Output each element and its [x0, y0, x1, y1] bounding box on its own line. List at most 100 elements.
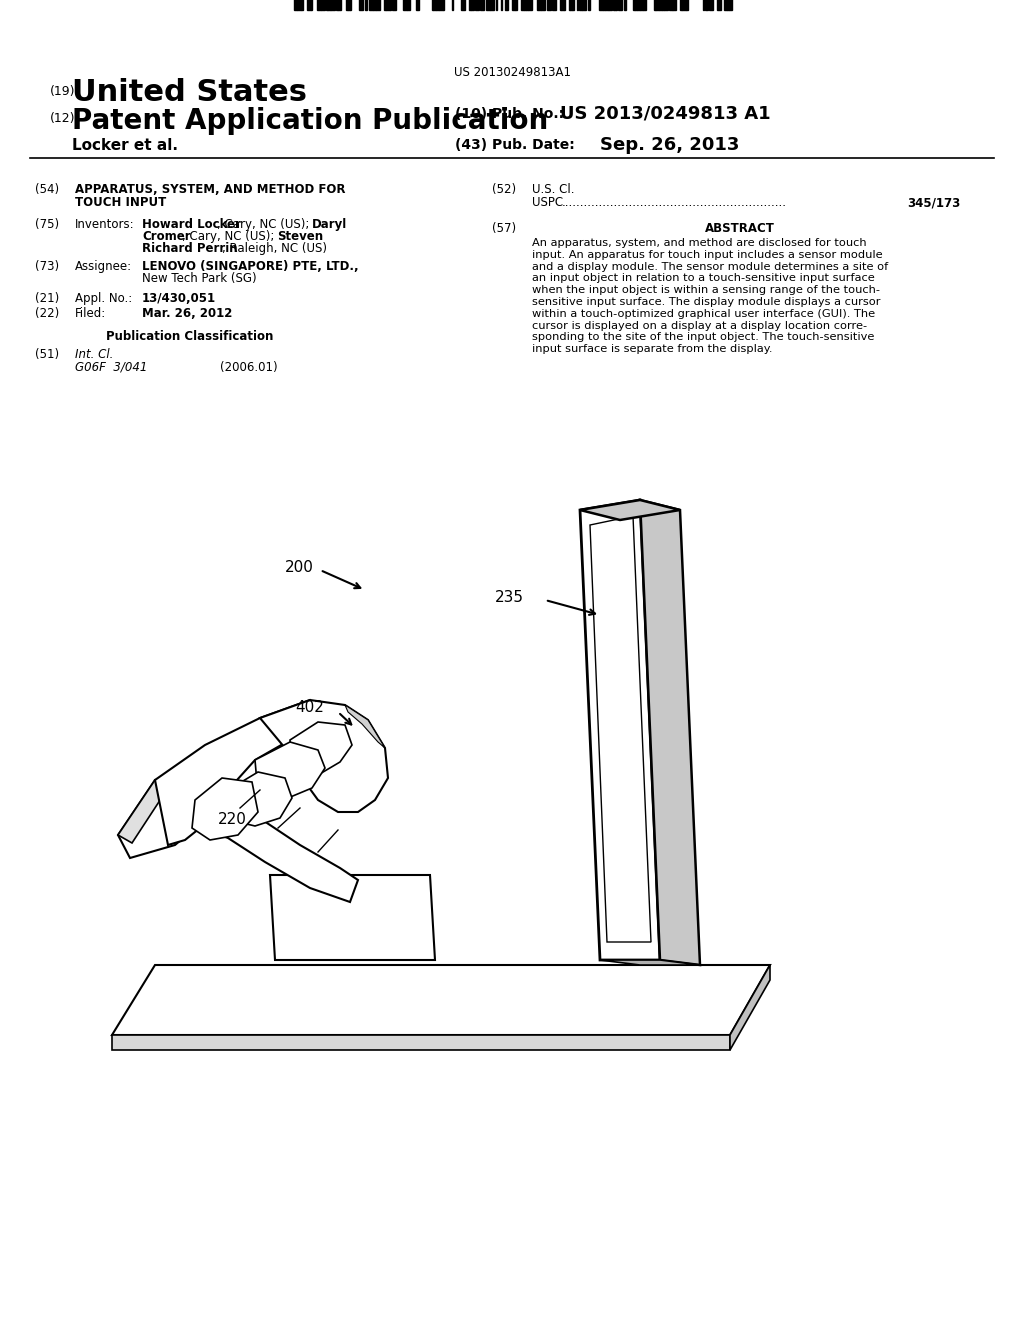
- Bar: [321, 0, 325, 11]
- Bar: [384, 0, 386, 11]
- Text: An apparatus, system, and method are disclosed for touch: An apparatus, system, and method are dis…: [532, 238, 866, 248]
- Text: Filed:: Filed:: [75, 308, 106, 319]
- Text: US 2013/0249813 A1: US 2013/0249813 A1: [560, 106, 771, 123]
- Text: (21): (21): [35, 292, 59, 305]
- Bar: [512, 0, 515, 11]
- Bar: [552, 0, 556, 11]
- Polygon shape: [260, 700, 388, 812]
- Bar: [724, 0, 727, 11]
- Bar: [365, 0, 367, 11]
- Bar: [346, 0, 348, 11]
- Text: within a touch-optimized graphical user interface (GUI). The: within a touch-optimized graphical user …: [532, 309, 876, 319]
- Text: Patent Application Publication: Patent Application Publication: [72, 107, 548, 135]
- Bar: [436, 0, 439, 11]
- Text: Cromer: Cromer: [142, 230, 190, 243]
- Text: , Cary, NC (US);: , Cary, NC (US);: [217, 218, 309, 231]
- Bar: [717, 0, 721, 11]
- Text: (10) Pub. No.:: (10) Pub. No.:: [455, 107, 564, 121]
- Bar: [561, 0, 564, 11]
- Text: input. An apparatus for touch input includes a sensor module: input. An apparatus for touch input incl…: [532, 249, 883, 260]
- Bar: [433, 0, 436, 11]
- Bar: [369, 0, 373, 11]
- Text: USPC: USPC: [532, 195, 563, 209]
- Bar: [331, 0, 335, 11]
- Bar: [294, 0, 297, 11]
- Text: and a display module. The sensor module determines a site of: and a display module. The sensor module …: [532, 261, 888, 272]
- Bar: [469, 0, 471, 11]
- Bar: [328, 0, 330, 11]
- Text: ............................................................: ........................................…: [562, 195, 787, 209]
- Polygon shape: [730, 965, 770, 1049]
- Text: 220: 220: [218, 812, 247, 828]
- Bar: [541, 0, 545, 11]
- Text: Steven: Steven: [278, 230, 324, 243]
- Text: Sep. 26, 2013: Sep. 26, 2013: [600, 136, 739, 154]
- Polygon shape: [155, 700, 358, 902]
- Bar: [673, 0, 676, 11]
- Polygon shape: [118, 780, 168, 843]
- Text: Daryl: Daryl: [312, 218, 347, 231]
- Bar: [659, 0, 662, 11]
- Text: sponding to the site of the input object. The touch-sensitive: sponding to the site of the input object…: [532, 333, 874, 342]
- Bar: [336, 0, 338, 11]
- Bar: [521, 0, 524, 11]
- Bar: [490, 0, 494, 11]
- Bar: [505, 0, 508, 11]
- Text: (19): (19): [50, 84, 76, 98]
- Text: (43) Pub. Date:: (43) Pub. Date:: [455, 139, 574, 152]
- Bar: [301, 0, 303, 11]
- Text: (12): (12): [50, 112, 76, 125]
- Bar: [637, 0, 640, 11]
- Bar: [686, 0, 688, 11]
- Bar: [633, 0, 635, 11]
- Polygon shape: [600, 960, 700, 965]
- Bar: [662, 0, 664, 11]
- Bar: [643, 0, 646, 11]
- Bar: [609, 0, 612, 11]
- Bar: [403, 0, 407, 11]
- Bar: [297, 0, 301, 11]
- Bar: [664, 0, 668, 11]
- Text: 235: 235: [495, 590, 524, 605]
- Bar: [656, 0, 659, 11]
- Text: 345/173: 345/173: [906, 195, 961, 209]
- Bar: [635, 0, 637, 11]
- Bar: [618, 0, 622, 11]
- Bar: [727, 0, 729, 11]
- Bar: [572, 0, 574, 11]
- Bar: [461, 0, 465, 11]
- Text: 13/430,051: 13/430,051: [142, 292, 216, 305]
- Bar: [471, 0, 474, 11]
- Bar: [317, 0, 321, 11]
- Bar: [709, 0, 713, 11]
- Text: New Tech Park (SG): New Tech Park (SG): [142, 272, 257, 285]
- Bar: [680, 0, 682, 11]
- Text: an input object in relation to a touch-sensitive input surface: an input object in relation to a touch-s…: [532, 273, 874, 284]
- Text: 402: 402: [295, 700, 324, 715]
- Text: (52): (52): [492, 183, 516, 195]
- Text: Howard Locker: Howard Locker: [142, 218, 241, 231]
- Text: (57): (57): [492, 222, 516, 235]
- Bar: [682, 0, 686, 11]
- Bar: [579, 0, 582, 11]
- Bar: [547, 0, 551, 11]
- Polygon shape: [345, 705, 385, 748]
- Bar: [599, 0, 603, 11]
- Bar: [614, 0, 616, 11]
- Text: U.S. Cl.: U.S. Cl.: [532, 183, 574, 195]
- Text: Publication Classification: Publication Classification: [106, 330, 273, 343]
- Bar: [416, 0, 419, 11]
- Bar: [588, 0, 590, 11]
- Polygon shape: [118, 775, 205, 858]
- Bar: [603, 0, 605, 11]
- Bar: [524, 0, 526, 11]
- Bar: [338, 0, 341, 11]
- Text: ABSTRACT: ABSTRACT: [706, 222, 775, 235]
- Text: Inventors:: Inventors:: [75, 218, 134, 231]
- Bar: [439, 0, 443, 11]
- Text: LENOVO (SINGAPORE) PTE, LTD.,: LENOVO (SINGAPORE) PTE, LTD.,: [142, 260, 358, 273]
- Bar: [359, 0, 362, 11]
- Text: (2006.01): (2006.01): [220, 360, 278, 374]
- Text: sensitive input surface. The display module displays a cursor: sensitive input surface. The display mod…: [532, 297, 881, 308]
- Bar: [669, 0, 672, 11]
